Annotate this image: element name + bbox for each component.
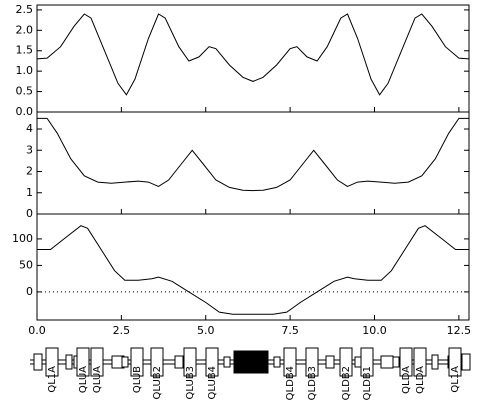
lattice-element (174, 355, 184, 369)
lattice-element (33, 353, 43, 371)
element-label: QLDB3 (307, 366, 318, 400)
y-tick-label: 2 (26, 165, 33, 178)
lattice-element (431, 354, 439, 370)
element-label: QL1A (450, 366, 461, 393)
lattice-element (90, 347, 104, 377)
element-label: QLUB4 (207, 366, 218, 400)
lattice-element (448, 347, 462, 377)
x-tick-label: 12.5 (447, 324, 472, 337)
y-tick-label: 0 (26, 285, 33, 298)
element-label: QLUB (132, 366, 143, 393)
x-tick-label: 2.5 (113, 324, 131, 337)
element-label: QLUB2 (152, 366, 163, 400)
lattice-element (223, 356, 231, 368)
data-line (36, 13, 470, 96)
lattice-element (121, 356, 129, 368)
lattice-element (130, 347, 144, 377)
y-tick-label: 0 (26, 207, 33, 220)
y-tick-label: 50 (19, 258, 33, 271)
element-label: QLDB2 (341, 366, 352, 400)
lattice-element (399, 347, 413, 377)
lattice-element (325, 355, 335, 369)
lattice-element (65, 354, 73, 370)
y-tick-label: 1.0 (16, 64, 34, 77)
lattice-element (461, 353, 471, 371)
lattice-element (380, 355, 394, 369)
lattice-element (305, 347, 319, 377)
y-tick-label: 4 (26, 122, 33, 135)
data-line (37, 117, 469, 192)
element-label: QLUA (78, 366, 89, 393)
panel-frame (36, 111, 470, 215)
panel-frame (36, 4, 470, 113)
lattice-element (183, 347, 197, 377)
y-tick-label: 3 (26, 143, 33, 156)
lattice-element (360, 347, 374, 377)
y-tick-label: 2.5 (16, 3, 34, 16)
lattice-element (283, 347, 297, 377)
element-label: QLDB4 (285, 366, 296, 400)
y-tick-label: 1 (26, 186, 33, 199)
lattice-element (273, 356, 281, 368)
element-label: QLDA (415, 366, 426, 394)
element-label: QLUB3 (185, 366, 196, 400)
x-tick-label: 7.5 (281, 324, 299, 337)
y-tick-label: 0.0 (16, 105, 34, 118)
y-tick-label: 2.0 (16, 23, 34, 36)
x-tick-label: 10.0 (362, 324, 387, 337)
lattice-element (413, 347, 427, 377)
lattice-element (392, 356, 400, 368)
lattice-element (339, 347, 353, 377)
lattice-element (233, 350, 269, 374)
x-tick-label: 0.0 (28, 324, 46, 337)
element-label: QLDB1 (362, 366, 373, 400)
lattice-element (45, 347, 59, 377)
element-label: QLUA (92, 366, 103, 393)
data-line (37, 225, 469, 315)
y-tick-label: 100 (12, 232, 33, 245)
lattice-element (354, 356, 362, 368)
y-tick-label: 1.5 (16, 44, 34, 57)
element-label: QLDA (401, 366, 412, 394)
lattice-element (150, 347, 164, 377)
element-label: QL1A (47, 366, 58, 393)
lattice-element (76, 347, 90, 377)
lattice-element (205, 347, 219, 377)
x-tick-label: 5.0 (197, 324, 215, 337)
panel-frame (36, 213, 470, 321)
y-tick-label: 0.5 (16, 85, 34, 98)
